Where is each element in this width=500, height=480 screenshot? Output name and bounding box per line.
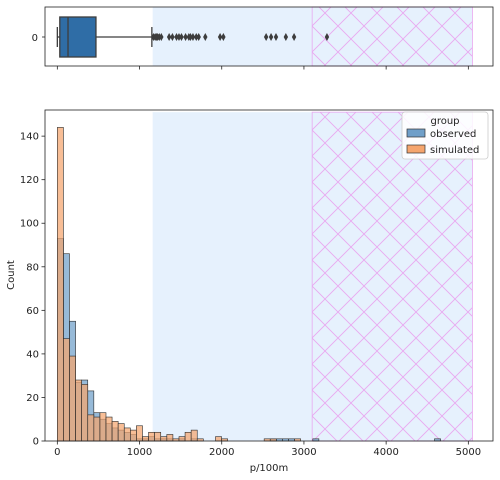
bar-simulated-16 xyxy=(154,431,162,442)
legend-title: group xyxy=(430,116,459,127)
bar-simulated-17 xyxy=(160,436,168,442)
outlier-point-24 xyxy=(291,33,297,41)
boxplot-frame xyxy=(44,6,494,67)
x-tick-label-1: 1000 xyxy=(127,447,152,458)
y-tick-label-1: 20 xyxy=(26,393,39,404)
shaded-region-hatched xyxy=(311,111,473,442)
outlier-point-19 xyxy=(221,33,226,41)
y-tick-label-2: 40 xyxy=(26,349,39,360)
outlier-point-9 xyxy=(176,33,182,41)
histogram-shaded-regions xyxy=(152,111,473,442)
x-tick-label-0: 0 xyxy=(54,447,60,458)
legend-swatch-observed xyxy=(406,128,426,138)
outlier-point-13 xyxy=(188,33,193,41)
outlier-point-6 xyxy=(166,33,172,41)
outlier-point-18 xyxy=(217,33,223,41)
outlier-point-11 xyxy=(183,33,188,41)
outlier-point-5 xyxy=(159,33,164,41)
bar-simulated-5 xyxy=(87,414,95,442)
bar-simulated-9 xyxy=(111,421,119,442)
x-tick-label-2: 2000 xyxy=(209,447,234,458)
bar-simulated-10 xyxy=(117,423,125,442)
x-tick-label-5: 5000 xyxy=(456,447,481,458)
y-tick-label-3: 60 xyxy=(26,306,39,317)
outlier-point-10 xyxy=(179,33,184,41)
outlier-point-20 xyxy=(263,33,269,41)
legend-label-simulated: simulated xyxy=(430,145,479,156)
legend: group observed simulated xyxy=(401,111,489,160)
x-axis-label: p/100m xyxy=(250,463,289,474)
outlier-point-7 xyxy=(170,33,175,41)
y-axis-label: Count xyxy=(6,260,17,290)
boxplot-x-ticks xyxy=(56,66,469,70)
x-tick-label-4: 4000 xyxy=(373,447,398,458)
bar-simulated-3 xyxy=(75,379,82,442)
legend-label-observed: observed xyxy=(430,129,476,140)
histogram-bars xyxy=(57,127,441,442)
bar-simulated-7 xyxy=(99,412,107,442)
outlier-point-8 xyxy=(174,33,179,41)
bar-simulated-13 xyxy=(136,425,143,442)
bar-simulated-12 xyxy=(130,429,137,442)
box-iqr xyxy=(59,16,97,58)
boxplot-marks xyxy=(56,16,330,58)
bar-simulated-20 xyxy=(178,436,186,442)
x-tick-label-3: 3000 xyxy=(291,447,316,458)
bar-simulated-0 xyxy=(57,127,64,442)
outlier-point-16 xyxy=(196,33,201,41)
y-tick-label-4: 80 xyxy=(26,262,39,273)
boxplot-y-tick-label: 0 xyxy=(32,33,38,44)
boxplot-panel: 0 xyxy=(32,6,494,70)
boxplot-shaded-regions xyxy=(152,6,473,67)
outlier-point-21 xyxy=(268,33,274,41)
outlier-point-17 xyxy=(203,33,208,41)
histogram-y-ticks: 0 20 40 60 80 100 120 140 xyxy=(20,132,45,448)
y-tick-label-6: 120 xyxy=(20,175,39,186)
bar-simulated-8 xyxy=(105,416,113,442)
outlier-point-15 xyxy=(194,33,199,41)
bar-simulated-1 xyxy=(63,338,70,442)
shaded-region-hatched xyxy=(311,6,473,67)
bar-simulated-18 xyxy=(166,434,174,442)
histogram-panel: 0 1000 2000 3000 4000 5000 0 20 40 60 80 100 120 140… xyxy=(6,109,494,474)
histogram-frame xyxy=(44,109,494,442)
outlier-point-23 xyxy=(283,33,289,41)
bar-simulated-2 xyxy=(69,355,76,442)
bar-simulated-6 xyxy=(93,416,101,442)
legend-swatch-simulated xyxy=(406,144,426,154)
bar-simulated-21 xyxy=(184,431,192,442)
outlier-point-14 xyxy=(190,33,196,41)
bar-simulated-11 xyxy=(123,427,131,442)
bar-simulated-4 xyxy=(81,384,89,442)
bar-simulated-14 xyxy=(142,436,149,442)
y-tick-label-0: 0 xyxy=(33,437,39,448)
bar-simulated-22 xyxy=(190,429,198,442)
y-tick-label-5: 100 xyxy=(20,219,39,230)
histogram-x-ticks: 0 1000 2000 3000 4000 5000 xyxy=(54,441,481,458)
y-tick-label-7: 140 xyxy=(20,132,39,143)
bar-simulated-15 xyxy=(148,431,155,442)
outlier-point-22 xyxy=(273,33,279,41)
outlier-point-25 xyxy=(324,33,330,41)
bar-simulated-26 xyxy=(215,436,222,442)
